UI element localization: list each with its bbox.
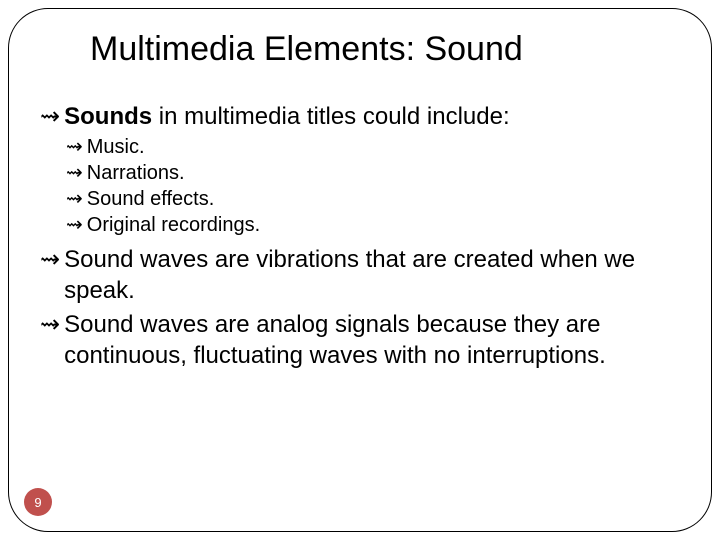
slide-content: Multimedia Elements: Sound ⇝ Sounds in m… — [40, 30, 680, 373]
bullet-text: Sound waves are analog signals because t… — [64, 309, 680, 371]
bullet-text: Narrations. — [87, 160, 185, 186]
bullet-glyph-icon: ⇝ — [66, 160, 83, 186]
bullet-main-2: ⇝ Sound waves are vibrations that are cr… — [40, 244, 680, 306]
bullet-glyph-icon: ⇝ — [40, 101, 60, 132]
bullet-glyph-icon: ⇝ — [40, 309, 60, 340]
bullet-glyph-icon: ⇝ — [40, 244, 60, 275]
bullet-glyph-icon: ⇝ — [66, 212, 83, 238]
bullet-glyph-icon: ⇝ — [66, 134, 83, 160]
bullet-sub-1: ⇝ Music. — [66, 134, 680, 160]
bullet-main-1: ⇝ Sounds in multimedia titles could incl… — [40, 101, 680, 132]
bullet-bold: Sounds — [64, 103, 152, 130]
bullet-main-3: ⇝ Sound waves are analog signals because… — [40, 309, 680, 371]
bullet-glyph-icon: ⇝ — [66, 186, 83, 212]
bullet-sub-2: ⇝ Narrations. — [66, 160, 680, 186]
sub-bullet-group: ⇝ Music. ⇝ Narrations. ⇝ Sound effects. … — [40, 134, 680, 238]
bullet-text: Sounds in multimedia titles could includ… — [64, 101, 510, 132]
bullet-rest: in multimedia titles could include: — [152, 103, 510, 130]
bullet-sub-3: ⇝ Sound effects. — [66, 186, 680, 212]
page-number-badge: 9 — [24, 488, 52, 516]
bullet-text: Original recordings. — [87, 212, 260, 238]
slide-title: Multimedia Elements: Sound — [90, 30, 680, 69]
bullet-text: Music. — [87, 134, 145, 160]
bullet-text: Sound effects. — [87, 186, 215, 212]
page-number: 9 — [34, 495, 41, 510]
bullet-sub-4: ⇝ Original recordings. — [66, 212, 680, 238]
bullet-text: Sound waves are vibrations that are crea… — [64, 244, 680, 306]
